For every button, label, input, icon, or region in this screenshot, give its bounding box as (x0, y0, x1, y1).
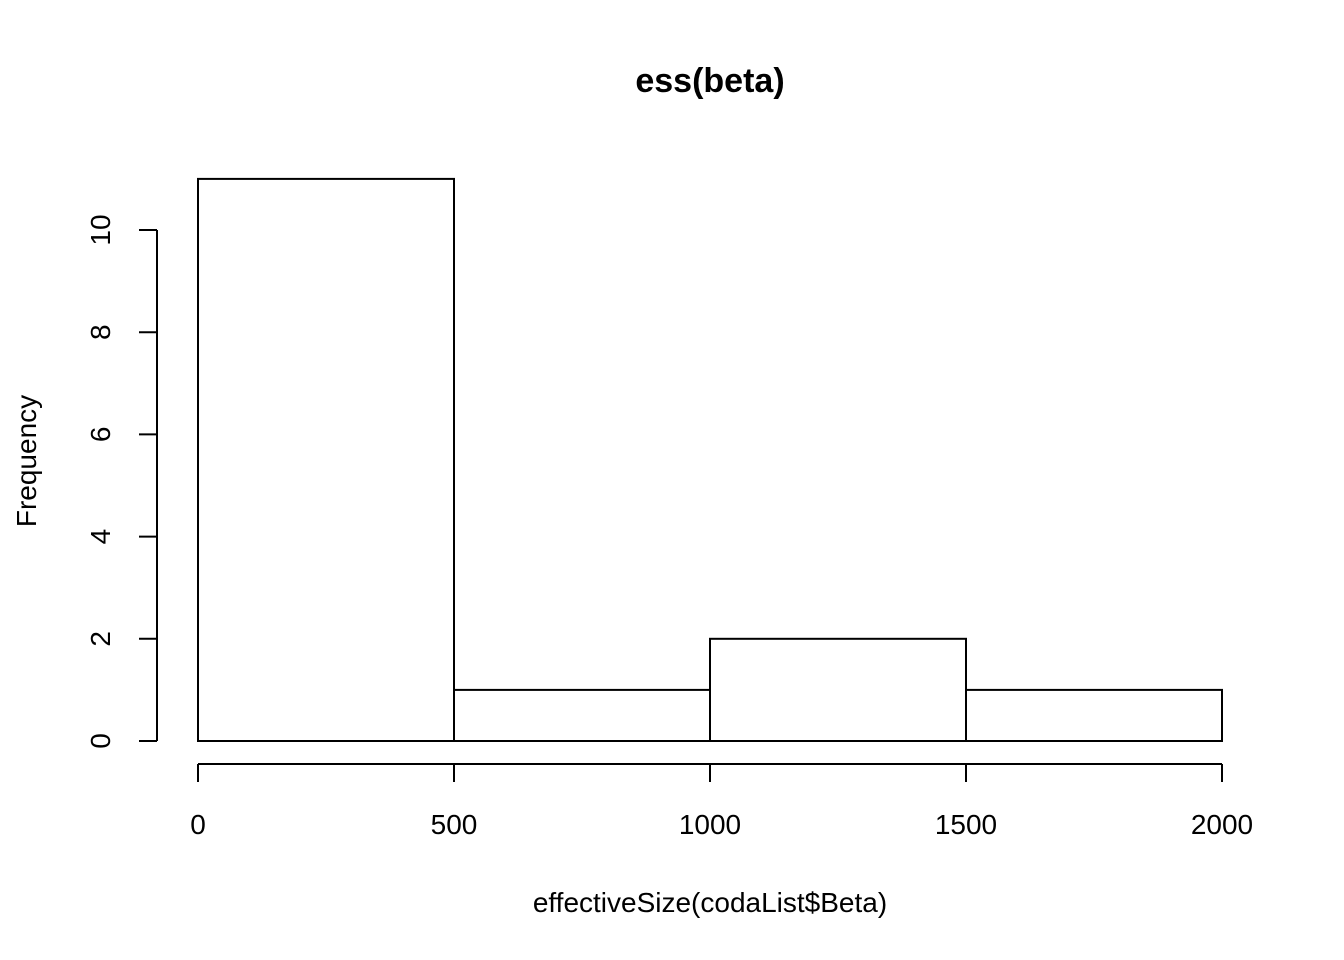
x-tick-label-4: 2000 (1191, 809, 1253, 840)
x-axis-label: effectiveSize(codaList$Beta) (533, 887, 887, 918)
histogram-bar-2 (709, 637, 967, 742)
x-tick-label-1: 500 (431, 809, 478, 840)
y-tick-label-1: 2 (85, 631, 116, 647)
chart-title: ess(beta) (635, 62, 784, 100)
y-tick-label-4: 8 (85, 324, 116, 340)
y-axis: 0 2 4 6 8 10 (85, 214, 158, 749)
histogram-bar-1 (453, 688, 711, 743)
x-tick-label-2: 1000 (679, 809, 741, 840)
x-tick-label-0: 0 (190, 809, 206, 840)
histogram-bar-3 (965, 688, 1223, 743)
y-tick-label-3: 6 (85, 427, 116, 443)
y-axis-label: Frequency (11, 395, 42, 527)
histogram-bars (197, 177, 1223, 743)
x-axis: 0 500 1000 1500 2000 (190, 763, 1253, 840)
y-tick-label-5: 10 (85, 214, 116, 245)
y-tick-label-0: 0 (85, 733, 116, 749)
y-tick-label-2: 4 (85, 529, 116, 545)
histogram-bar-0 (197, 177, 455, 742)
x-tick-label-3: 1500 (935, 809, 997, 840)
